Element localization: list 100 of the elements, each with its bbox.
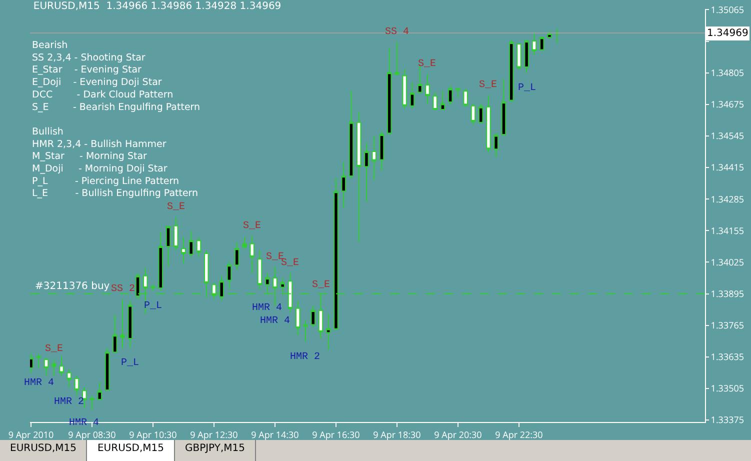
x-tick-label: 9 Apr 08:30: [68, 428, 116, 441]
candlestick: [296, 300, 300, 336]
candlestick: [188, 230, 194, 258]
annotation: S_E: [243, 221, 262, 232]
y-tick-label: 1.33375: [710, 413, 744, 426]
annotation: P_L: [121, 358, 140, 369]
candlestick: [486, 94, 491, 153]
annotation: S_E: [479, 80, 498, 91]
annotation: HMR 4: [24, 378, 54, 389]
y-tick-label: 1.33635: [710, 350, 744, 364]
y-tick-label: 1.34805: [710, 66, 744, 80]
annotation: HMR 2: [290, 352, 320, 363]
x-tick-label: 9 Apr 16:30: [312, 428, 360, 441]
annotation: S_E: [418, 59, 436, 70]
candlestick: [394, 41, 400, 76]
x-tick-label: 9 Apr 10:30: [129, 428, 177, 441]
candlestick: [372, 136, 376, 181]
candlestick: [386, 48, 392, 136]
candlestick: [128, 300, 132, 349]
candlestick: [356, 111, 362, 243]
annotation: SS 2: [111, 284, 136, 295]
x-tick-label: 9 Apr 2010: [8, 428, 54, 441]
candlestick: [341, 162, 346, 208]
candlestick: [470, 103, 476, 126]
candlestick: [196, 236, 202, 258]
ref-line-label: #3211376 buy: [35, 281, 110, 292]
candlestick: [326, 313, 331, 350]
candlestick: [59, 356, 64, 376]
candlestick: [456, 87, 460, 98]
ref-line-label: 1.34969: [707, 28, 748, 39]
annotation: S_E: [312, 280, 330, 291]
y-tick-label: 1.34545: [710, 129, 744, 142]
candlestick: [364, 142, 369, 202]
candlestick: [90, 395, 94, 411]
y-tick-label: 1.33895: [710, 286, 744, 300]
candlestick: [181, 236, 186, 264]
candlestick: [448, 85, 453, 106]
candlestick: [120, 298, 125, 349]
candlestick: [417, 66, 422, 94]
annotation: S_E: [167, 202, 186, 213]
chart-title: EURUSD,M15 1.34966 1.34986 1.34928 1.34969: [33, 1, 282, 12]
candlestick: [52, 358, 56, 376]
candlestick: [425, 74, 430, 104]
candlestick: [508, 40, 514, 102]
candlestick: [97, 382, 102, 401]
candlestick: [478, 103, 484, 124]
text: EURUSD,M15: [0, 440, 88, 461]
text: EURUSD,M15: [87, 440, 175, 461]
candlestick: [82, 386, 87, 409]
candlestick: [440, 90, 446, 110]
candlestick: [516, 42, 522, 70]
annotation: S_E: [45, 344, 64, 355]
x-tick-label: 9 Apr 14:30: [251, 428, 299, 441]
candlestick: [554, 28, 560, 44]
y-tick-label: 1.33505: [710, 382, 744, 395]
annotation: S_E: [281, 258, 300, 269]
candlestick: [379, 130, 384, 171]
candlestick: [432, 92, 438, 110]
x-tick-label: 9 Apr 22:30: [495, 428, 543, 441]
candlestick: [174, 216, 178, 251]
annotation: HMR 4: [252, 303, 282, 314]
candlestick: [242, 236, 247, 250]
candlestick: [44, 357, 49, 376]
text: Bearish SS 2,3,4 - Shooting Star E_Star - Evening Star E_Doji - Evening Doji Star DCC - Dark Cloud Pattern S_E - Bearish Engulfing Pattern Bullish HMR 2,3,4 - Bullish Hammer M_Star - Morning Star M_Doji - Morning Doji Star P_L - Piercing Line Pattern L_E - Bullish Engulfing Pattern: [32, 40, 200, 200]
annotation: HMR 2: [54, 397, 84, 408]
y-tick-label: 1.34415: [710, 160, 744, 174]
candlestick: [494, 132, 498, 158]
y-tick-label: 1.34675: [710, 98, 744, 111]
candlestick: [303, 320, 308, 342]
candlestick: [348, 90, 354, 179]
annotation: SS 4: [385, 27, 410, 38]
y-tick-label: 1.35065: [710, 2, 744, 16]
candlestick: [234, 242, 240, 271]
candlestick: [166, 225, 171, 267]
candlestick: [547, 30, 552, 39]
annotation: HMR 4: [260, 316, 290, 327]
candlestick: [539, 36, 544, 52]
candlestick: [112, 314, 118, 354]
candlestick: [532, 33, 537, 56]
text: GBPJPY,M15: [174, 440, 256, 461]
candlestick: [524, 40, 529, 74]
candlestick: [250, 235, 254, 274]
candlestick: [463, 88, 468, 108]
candlestick: [310, 305, 316, 328]
candlestick: [66, 368, 72, 388]
candlestick: [257, 250, 262, 290]
candlestick: [104, 348, 110, 392]
candlestick: [402, 68, 407, 110]
x-tick-label: 9 Apr 18:30: [373, 428, 421, 441]
candlestick: [36, 354, 42, 369]
annotation: P_L: [518, 83, 536, 94]
candlestick: [158, 232, 163, 292]
x-tick-label: 9 Apr 20:30: [434, 428, 482, 441]
candlestick: [410, 82, 415, 110]
candlestick: [501, 78, 506, 137]
y-tick-label: 1.34025: [710, 255, 744, 268]
x-tick-label: 9 Apr 12:30: [190, 428, 238, 441]
candlestick: [74, 375, 80, 396]
y-tick-label: 1.33765: [710, 318, 744, 332]
y-tick-label: 1.34155: [710, 224, 744, 237]
